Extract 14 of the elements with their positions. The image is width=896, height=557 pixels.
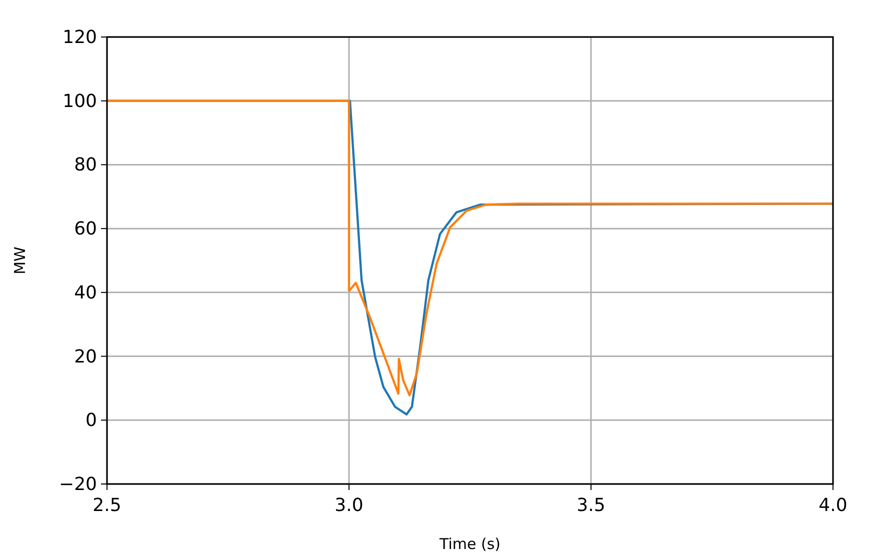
y-tick-label: −20: [59, 474, 97, 495]
x-tick-label: 2.5: [92, 495, 122, 516]
y-tick-label: 80: [74, 154, 97, 176]
x-axis-title: Time (s): [438, 535, 500, 553]
y-axis-title: MW: [11, 246, 29, 274]
y-tick-label: 120: [62, 27, 97, 48]
y-tick-label: 20: [74, 346, 97, 368]
x-tick-label: 3.5: [576, 495, 606, 516]
x-tick-label: 3.0: [334, 495, 364, 516]
y-tick-label: 0: [86, 410, 97, 432]
y-tick-label: 100: [62, 90, 97, 112]
y-tick-label: 60: [74, 218, 97, 240]
x-tick-label: 4.0: [818, 495, 848, 516]
y-tick-label: 40: [74, 282, 97, 304]
